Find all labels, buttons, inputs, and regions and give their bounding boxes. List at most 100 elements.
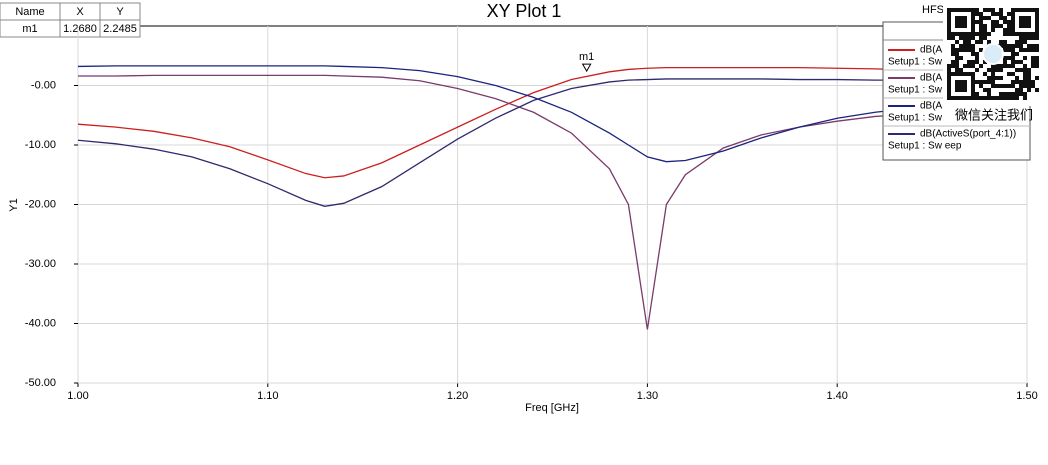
table-column: X [76,6,84,18]
qr-cell [967,64,971,68]
qr-cell [991,68,995,72]
qr-cell [991,76,995,80]
table-column: Name [15,6,44,18]
marker [581,63,592,73]
x-tick-label: 1.20 [447,390,468,402]
qr-cell [995,12,999,16]
qr-cell [1015,44,1019,48]
y-axis-label: Y1 [8,198,20,211]
qr-cell [983,72,987,76]
qr-cell [955,68,959,72]
qr-cell [971,44,975,48]
qr-cell [1011,72,1015,76]
qr-cell [983,16,987,20]
qr-cell [1011,96,1015,100]
qr-cell [947,64,951,68]
qr-cell [1015,96,1019,100]
y-tick-label: -50.00 [25,377,56,389]
qr-cell [975,92,979,96]
qr-cell [1011,64,1015,68]
qr-cell [999,24,1003,28]
qr-cell [947,36,951,40]
qr-cell [987,32,991,36]
qr-cell [995,96,999,100]
qr-cell [987,96,991,100]
qr-cell [959,56,963,60]
qr-cell [1035,88,1039,92]
legend-label: dB(ActiveS(port_4:1)) [920,129,1016,140]
qr-cell [1019,68,1023,72]
qr-cell [991,24,995,28]
qr-cell [999,8,1003,12]
y-tick-label: -30.00 [25,258,56,270]
qr-cell [987,40,991,44]
qr-cell [1003,40,1007,44]
qr-cell [999,16,1003,20]
qr-cell [1003,92,1007,96]
qr-cell [1019,40,1023,44]
qr-cell [1023,68,1027,72]
qr-cell [1019,48,1023,52]
qr-cell [1015,92,1019,96]
chart-title: XY Plot 1 [487,1,562,21]
qr-cell [1035,60,1039,64]
qr-cell [991,80,995,84]
qr-cell [1035,56,1039,60]
qr-cell [1023,80,1027,84]
qr-cell [983,28,987,32]
qr-cell [975,52,979,56]
series-line [77,65,1028,163]
qr-cell [1027,80,1031,84]
qr-cell [1027,88,1031,92]
qr-cell [1015,80,1019,84]
qr-logo [982,43,1004,65]
qr-cell [995,76,999,80]
qr-cell [1023,72,1027,76]
qr-cell [951,48,955,52]
qr-cell [983,8,987,12]
qr-cell [1023,48,1027,52]
qr-cell [1015,52,1019,56]
qr-cell [1003,64,1007,68]
qr-cell [999,84,1003,88]
qr-cell [1031,60,1035,64]
qr-cell [1003,32,1007,36]
series-line [78,74,1028,330]
qr-cell [1019,36,1023,40]
product-label: HFS [922,4,944,16]
qr-cell [1031,48,1035,52]
qr-cell [1007,28,1011,32]
qr-cell [1031,64,1035,68]
qr-cell [1007,44,1011,48]
qr-cell [1015,68,1019,72]
qr-cell [975,96,979,100]
qr-cell [983,36,987,40]
qr-cell [1011,44,1015,48]
x-tick-label: 1.40 [826,390,847,402]
qr-cell [1031,80,1035,84]
qr-cell [995,64,999,68]
qr-finder-core [955,16,967,28]
qr-cell [975,68,979,72]
table-column: Y [116,6,124,18]
qr-cell [951,52,955,56]
x-tick-label: 1.50 [1016,390,1037,402]
qr-cell [999,96,1003,100]
table-cell: 1.2680 [63,23,97,35]
qr-cell [987,88,991,92]
qr-cell [1023,84,1027,88]
qr-cell [1027,48,1031,52]
qr-cell [1007,96,1011,100]
qr-cell [1027,72,1031,76]
qr-cell [1035,48,1039,52]
qr-cell [1007,92,1011,96]
qr-cell [975,32,979,36]
qr-cell [1023,64,1027,68]
qr-cell [955,64,959,68]
qr-cell [979,20,983,24]
qr-cell [1003,16,1007,20]
qr-cell [1019,60,1023,64]
qr-cell [1031,36,1035,40]
qr-cell [1011,84,1015,88]
qr-cell [1007,24,1011,28]
